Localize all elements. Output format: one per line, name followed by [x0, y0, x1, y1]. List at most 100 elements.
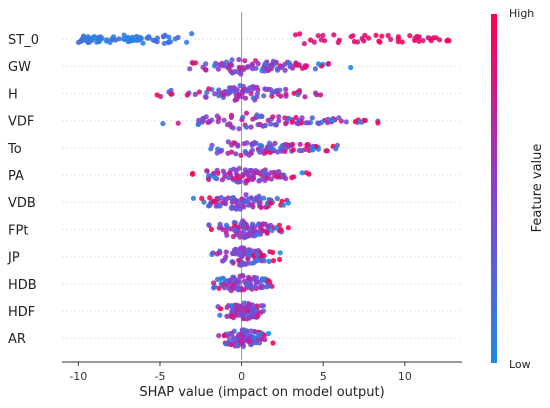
- shap-point: [312, 66, 318, 72]
- shap-point: [354, 39, 361, 45]
- shap-point: [215, 170, 221, 176]
- shap-point: [276, 118, 282, 124]
- shap-point: [306, 171, 312, 177]
- shap-point: [385, 32, 391, 39]
- shap-point: [233, 151, 239, 157]
- shap-point: [253, 275, 260, 281]
- shap-point: [313, 90, 319, 96]
- shap-point: [122, 36, 128, 42]
- shap-point: [225, 139, 231, 145]
- colorbar-high-label: High: [509, 7, 534, 20]
- shap-point: [212, 91, 218, 97]
- shap-point: [258, 303, 264, 309]
- shap-point: [224, 232, 230, 238]
- shap-point: [79, 36, 85, 42]
- feature-label-hdb: HDB: [8, 278, 37, 293]
- shap-point: [91, 34, 97, 40]
- shap-point: [210, 250, 216, 256]
- shap-point: [299, 170, 305, 176]
- shap-point: [248, 167, 254, 173]
- shap-point: [317, 92, 324, 98]
- shap-point: [258, 142, 264, 148]
- shap-point: [243, 312, 249, 318]
- shap-point: [244, 331, 250, 337]
- shap-point: [251, 314, 257, 320]
- feature-label-h: H: [8, 87, 18, 102]
- shap-point: [265, 117, 271, 123]
- shap-point: [244, 88, 250, 94]
- shap-point: [246, 339, 252, 345]
- shap-point: [289, 119, 295, 125]
- shap-point: [215, 66, 221, 72]
- shap-point: [336, 115, 342, 121]
- shap-point: [250, 86, 256, 92]
- shap-point: [283, 121, 289, 127]
- shap-point: [257, 149, 263, 155]
- shap-point: [246, 152, 252, 158]
- shap-point: [192, 91, 198, 97]
- shap-point: [206, 203, 212, 209]
- feature-label-pa: PA: [8, 169, 24, 184]
- shap-point: [307, 37, 314, 43]
- shap-point: [255, 87, 261, 93]
- shap-point: [303, 120, 309, 126]
- shap-point: [154, 92, 160, 98]
- shap-point: [212, 284, 218, 290]
- shap-point: [242, 148, 248, 155]
- shap-point: [302, 94, 308, 100]
- shap-point: [334, 142, 340, 148]
- feature-label-st_0: ST_0: [8, 33, 39, 48]
- shap-point: [270, 340, 276, 346]
- shap-point: [111, 34, 117, 40]
- shap-point: [190, 195, 196, 201]
- shap-point: [238, 245, 244, 251]
- shap-point: [285, 200, 291, 206]
- shap-point: [228, 288, 234, 294]
- shap-point: [245, 177, 251, 183]
- shap-point: [352, 119, 358, 125]
- shap-point: [233, 206, 239, 212]
- shap-point: [258, 204, 264, 210]
- shap-point: [214, 251, 220, 257]
- shap-point: [241, 300, 247, 306]
- feature-label-vdb: VDB: [8, 196, 36, 211]
- shap-point: [254, 94, 260, 100]
- shap-point: [184, 92, 190, 98]
- shap-point: [232, 336, 238, 342]
- shap-point: [255, 257, 261, 263]
- shap-point: [229, 204, 235, 210]
- shap-point: [230, 260, 236, 266]
- shap-point: [216, 62, 222, 68]
- shap-point: [247, 302, 253, 308]
- shap-point: [262, 177, 268, 183]
- shap-point: [230, 70, 236, 76]
- shap-point: [297, 141, 303, 147]
- shap-point: [414, 33, 420, 40]
- shap-point: [310, 147, 316, 153]
- shap-point: [203, 94, 209, 100]
- shap-point: [216, 87, 222, 93]
- shap-point: [245, 196, 251, 202]
- shap-point: [293, 62, 299, 68]
- shap-point: [251, 260, 257, 266]
- shap-point: [87, 35, 93, 41]
- shap-point: [348, 34, 354, 40]
- shap-point: [273, 225, 279, 231]
- shap-point: [226, 175, 232, 181]
- shap-point: [264, 230, 270, 236]
- shap-point: [269, 146, 275, 152]
- feature-label-gw: GW: [8, 60, 31, 75]
- shap-point: [281, 174, 287, 180]
- shap-point: [228, 313, 235, 319]
- shap-point: [231, 250, 237, 256]
- shap-point: [241, 66, 247, 72]
- shap-point: [259, 276, 265, 282]
- shap-point: [249, 62, 255, 68]
- shap-point: [243, 170, 249, 176]
- shap-point: [275, 67, 281, 73]
- shap-point: [225, 91, 231, 97]
- shap-point: [96, 38, 102, 45]
- shap-point: [236, 257, 242, 263]
